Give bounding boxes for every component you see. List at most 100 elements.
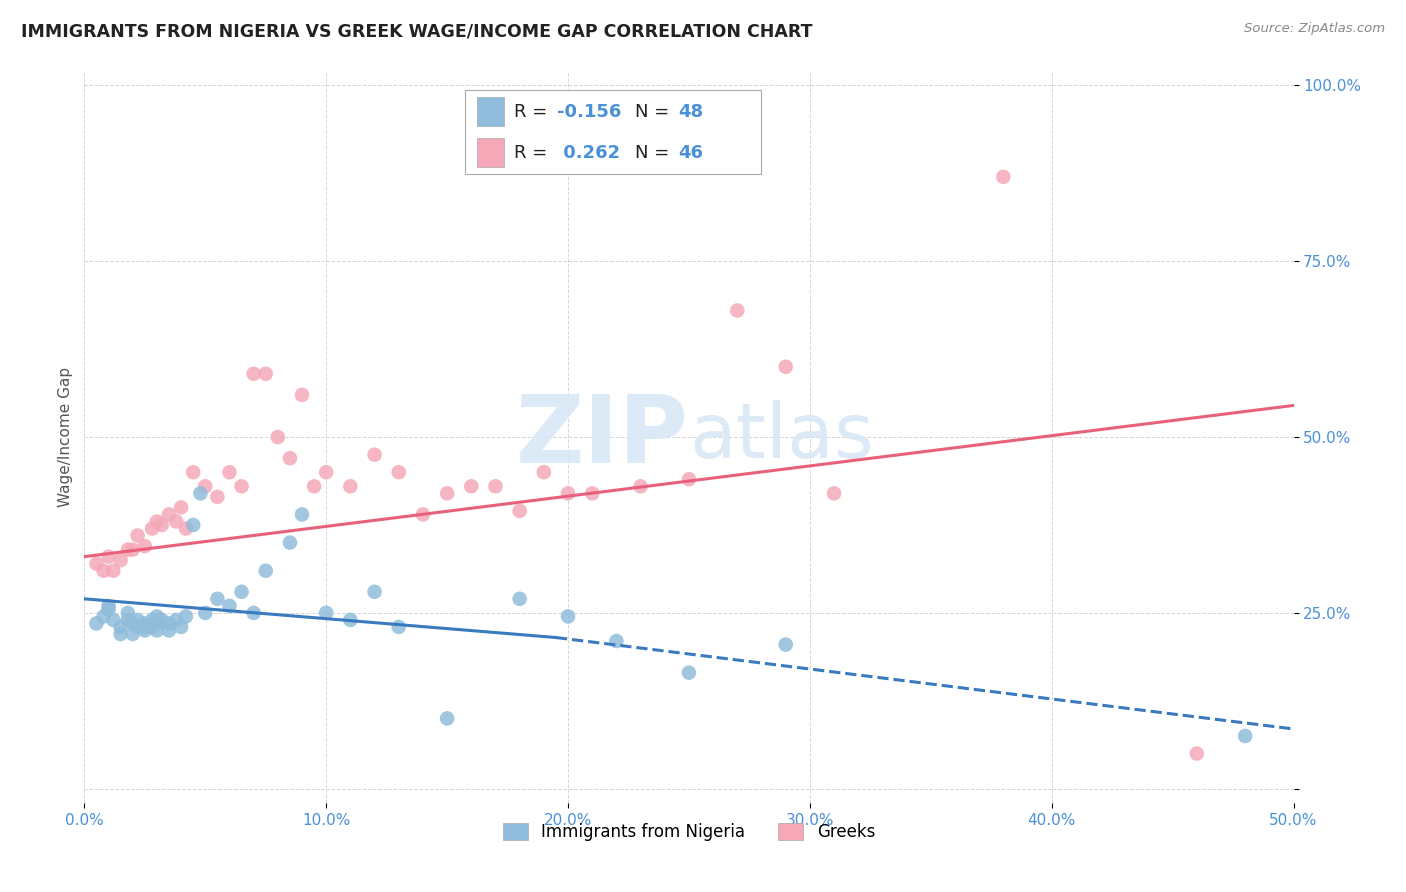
Point [278, 451, 301, 466]
Point [134, 620, 156, 634]
Text: IMMIGRANTS FROM NIGERIA VS GREEK WAGE/INCOME GAP CORRELATION CHART: IMMIGRANTS FROM NIGERIA VS GREEK WAGE/IN… [21, 22, 813, 40]
FancyBboxPatch shape [465, 90, 762, 174]
Point [291, 508, 314, 522]
Point [121, 627, 143, 641]
Point [121, 542, 143, 557]
Point [93, 609, 115, 624]
Point [93, 564, 115, 578]
Point [339, 613, 361, 627]
Point [157, 624, 180, 638]
Point [190, 486, 212, 500]
Text: atlas: atlas [689, 401, 873, 474]
Point [725, 303, 748, 318]
Point [533, 465, 555, 479]
Point [460, 479, 482, 493]
Text: N =: N = [634, 144, 675, 161]
Point [97, 599, 120, 613]
Point [117, 613, 139, 627]
Point [181, 518, 204, 533]
Legend: Immigrants from Nigeria, Greeks: Immigrants from Nigeria, Greeks [495, 814, 883, 849]
Point [363, 448, 385, 462]
Point [134, 539, 156, 553]
Point [121, 616, 143, 631]
Point [97, 602, 120, 616]
Point [484, 479, 506, 493]
Text: 46: 46 [678, 144, 703, 161]
Point [1234, 729, 1257, 743]
Point [363, 584, 385, 599]
Point [509, 504, 531, 518]
Point [993, 169, 1015, 184]
Point [605, 634, 627, 648]
Point [110, 627, 132, 641]
Point [207, 591, 229, 606]
Text: R =: R = [513, 103, 553, 120]
Point [127, 613, 149, 627]
Point [436, 486, 458, 500]
Text: Source: ZipAtlas.com: Source: ZipAtlas.com [1244, 22, 1385, 36]
Point [110, 553, 132, 567]
Point [174, 521, 197, 535]
Point [146, 624, 169, 638]
Bar [478, 97, 503, 127]
Point [315, 606, 337, 620]
Point [581, 486, 603, 500]
Point [117, 542, 139, 557]
Point [170, 500, 193, 515]
Point [174, 609, 197, 624]
Point [775, 638, 797, 652]
Point [157, 508, 180, 522]
Point [278, 535, 301, 549]
Point [218, 465, 240, 479]
Point [181, 465, 204, 479]
Point [207, 490, 229, 504]
Point [150, 613, 173, 627]
Point [146, 616, 169, 631]
Point [412, 508, 434, 522]
Point [127, 528, 149, 542]
Point [231, 584, 253, 599]
Point [678, 665, 700, 680]
Point [134, 624, 156, 638]
Point [141, 521, 163, 535]
Point [302, 479, 325, 493]
Point [194, 606, 217, 620]
Point [267, 430, 290, 444]
Point [678, 472, 700, 486]
Point [231, 479, 253, 493]
Point [823, 486, 845, 500]
Point [165, 515, 187, 529]
Text: R =: R = [513, 144, 553, 161]
Point [775, 359, 797, 374]
Point [1185, 747, 1208, 761]
Point [141, 620, 163, 634]
Text: N =: N = [634, 103, 675, 120]
Point [388, 465, 411, 479]
Point [86, 616, 108, 631]
Point [110, 620, 132, 634]
Point [242, 367, 264, 381]
Point [117, 606, 139, 620]
Text: -0.156: -0.156 [557, 103, 621, 120]
Text: 48: 48 [678, 103, 703, 120]
Point [291, 388, 314, 402]
Point [436, 711, 458, 725]
Point [165, 613, 187, 627]
Point [630, 479, 652, 493]
Point [339, 479, 361, 493]
Point [103, 564, 125, 578]
Point [146, 609, 169, 624]
Point [509, 591, 531, 606]
Point [103, 613, 125, 627]
Point [157, 616, 180, 631]
Text: 0.262: 0.262 [557, 144, 620, 161]
Point [254, 564, 277, 578]
Point [194, 479, 217, 493]
Point [557, 609, 579, 624]
Point [127, 620, 149, 634]
Point [134, 616, 156, 631]
Text: ZIP: ZIP [516, 391, 689, 483]
Y-axis label: Wage/Income Gap: Wage/Income Gap [58, 367, 73, 508]
Point [315, 465, 337, 479]
Point [254, 367, 277, 381]
